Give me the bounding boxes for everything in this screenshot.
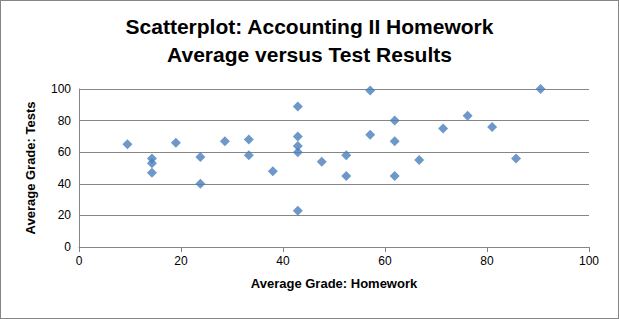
svg-text:Scatterplot: Accounting II Hom: Scatterplot: Accounting II Homework (126, 15, 494, 38)
svg-text:20: 20 (174, 254, 188, 268)
svg-text:20: 20 (58, 208, 72, 222)
svg-text:60: 60 (58, 145, 72, 159)
svg-text:60: 60 (378, 254, 392, 268)
svg-text:Average versus Test Results: Average versus Test Results (167, 43, 452, 66)
svg-text:100: 100 (579, 254, 599, 268)
svg-text:Average Grade: Tests: Average Grade: Tests (23, 102, 38, 235)
svg-text:0: 0 (76, 254, 83, 268)
svg-text:80: 80 (480, 254, 494, 268)
svg-text:80: 80 (58, 114, 72, 128)
svg-text:100: 100 (51, 82, 71, 96)
svg-text:Average Grade: Homework: Average Grade: Homework (251, 276, 418, 291)
svg-text:40: 40 (58, 177, 72, 191)
svg-text:0: 0 (64, 240, 71, 254)
svg-text:40: 40 (276, 254, 290, 268)
